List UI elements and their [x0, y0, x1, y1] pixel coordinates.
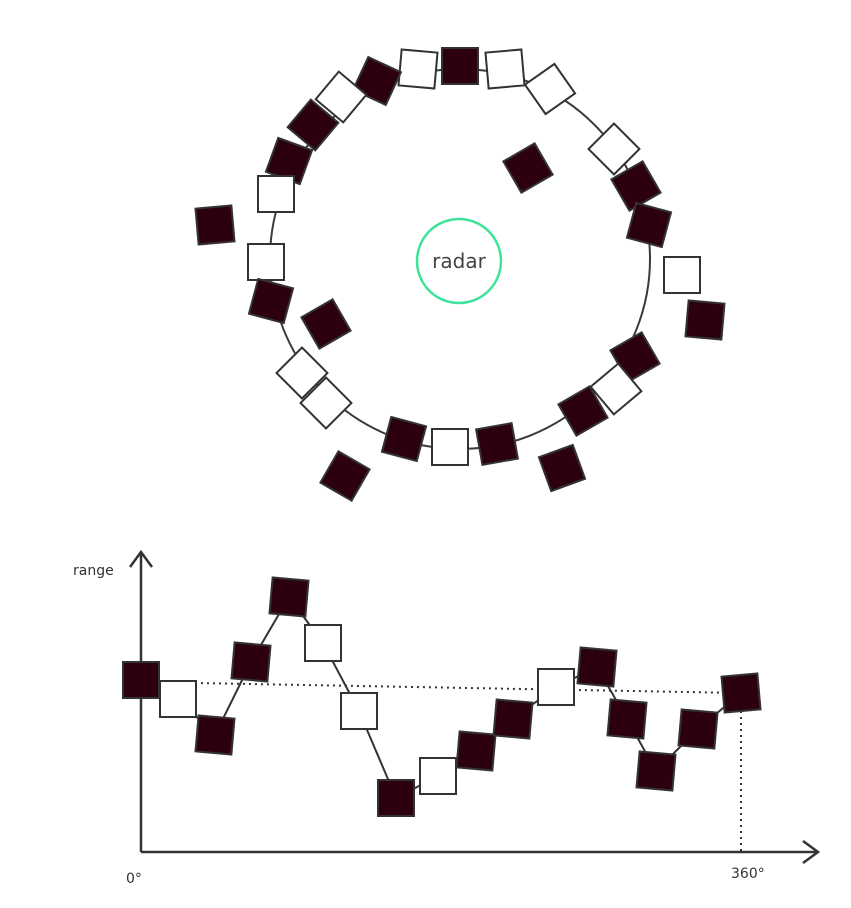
target-filled-square: [195, 205, 234, 244]
target-filled-square: [627, 203, 671, 247]
sample-filled-square: [577, 647, 616, 686]
sample-filled-square: [456, 731, 495, 770]
x-axis-end-label: 360°: [731, 866, 765, 882]
range-samples: [123, 577, 761, 816]
sample-filled-square: [678, 709, 717, 748]
target-filled-square: [685, 300, 724, 339]
sample-hollow-square: [305, 625, 341, 661]
sample-filled-square: [269, 577, 308, 616]
sample-filled-square: [231, 642, 270, 681]
target-filled-square: [382, 417, 426, 461]
y-axis-label: range: [73, 563, 114, 579]
target-filled-square: [539, 445, 585, 491]
target-filled-square: [442, 48, 478, 84]
target-filled-square: [249, 279, 293, 323]
x-axis-start-label: 0°: [126, 871, 142, 887]
target-hollow-square: [525, 64, 575, 114]
target-filled-square: [320, 451, 369, 500]
sample-filled-square: [607, 699, 646, 738]
target-filled-square: [476, 423, 518, 465]
target-filled-square: [301, 299, 350, 348]
sample-filled-square: [123, 662, 159, 698]
target-hollow-square: [485, 49, 524, 88]
range-chart: range 0° 360°: [73, 552, 818, 887]
sample-filled-square: [378, 780, 414, 816]
target-hollow-square: [398, 49, 437, 88]
target-hollow-square: [432, 429, 468, 465]
threshold-dotted-line: [141, 682, 741, 693]
target-hollow-square: [248, 244, 284, 280]
sample-hollow-square: [341, 693, 377, 729]
sample-filled-square: [636, 751, 675, 790]
target-hollow-square: [258, 176, 294, 212]
sample-filled-square: [195, 715, 234, 754]
sample-hollow-square: [160, 681, 196, 717]
sample-hollow-square: [420, 758, 456, 794]
sample-filled-square: [493, 699, 532, 738]
sample-hollow-square: [538, 669, 574, 705]
sample-filled-square: [721, 673, 760, 712]
target-hollow-square: [664, 257, 700, 293]
radar-label: radar: [432, 249, 486, 273]
target-filled-square: [503, 143, 552, 192]
